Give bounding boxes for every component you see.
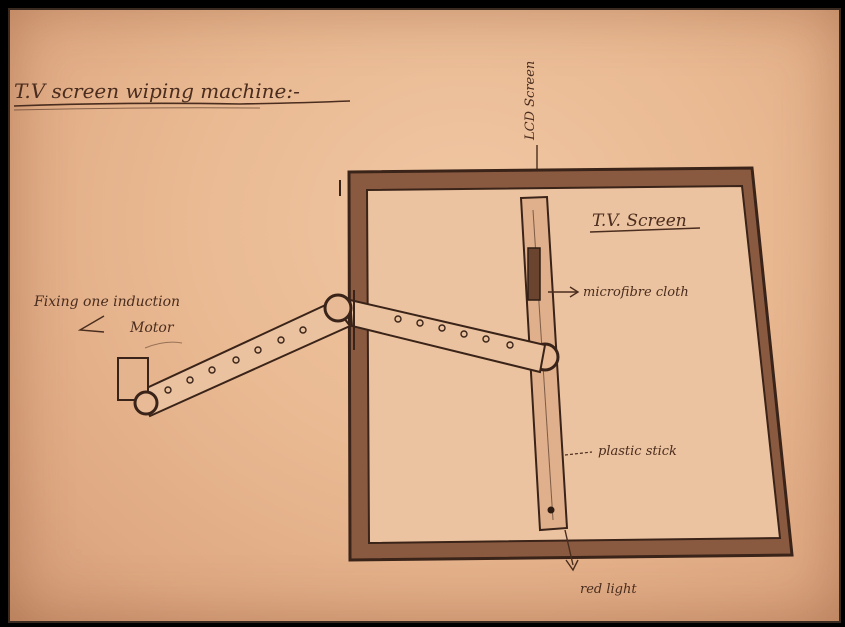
hole [460, 330, 468, 338]
frame-pivot [323, 293, 353, 323]
red-light-arrowhead [565, 559, 579, 572]
red-light-pointer [564, 529, 574, 566]
motor-shaft [133, 390, 159, 416]
hole [482, 335, 490, 343]
hole [438, 324, 446, 332]
label-motor-line2: Motor [129, 320, 175, 336]
diagram-title: T.V screen wiping machine:- [14, 79, 300, 103]
label-microfibre-cloth: microfibre cloth [583, 285, 689, 300]
tv-screen-underline [589, 227, 701, 233]
link-arm-left-holes [164, 326, 307, 394]
label-tv-screen: T.V. Screen [592, 211, 687, 231]
title-underline-2 [13, 107, 261, 111]
cloth-arrowhead [569, 286, 580, 298]
hole [299, 326, 307, 334]
label-motor-line1: Fixing one induction [33, 294, 180, 310]
hole [506, 341, 514, 349]
red-light-dot [547, 506, 555, 514]
title-underline [13, 100, 351, 107]
hole [208, 366, 216, 374]
motor-faint-stroke [144, 341, 183, 349]
tv-screen-inner [365, 184, 782, 545]
hole [277, 336, 285, 344]
hole [254, 346, 262, 354]
label-plastic-stick: plastic stick [598, 444, 677, 459]
link-arm-right [348, 298, 547, 374]
link-arm-right-holes [394, 315, 514, 349]
motor-arrow [77, 315, 105, 333]
label-lcd-screen: LCD Screen [523, 61, 538, 141]
stick-pointer [564, 451, 593, 456]
microfibre-cloth [527, 247, 541, 301]
hole [164, 386, 172, 394]
hole [232, 356, 240, 364]
label-red-light: red light [580, 582, 637, 597]
hole [394, 315, 402, 323]
hole [186, 376, 194, 384]
hole [416, 319, 424, 327]
